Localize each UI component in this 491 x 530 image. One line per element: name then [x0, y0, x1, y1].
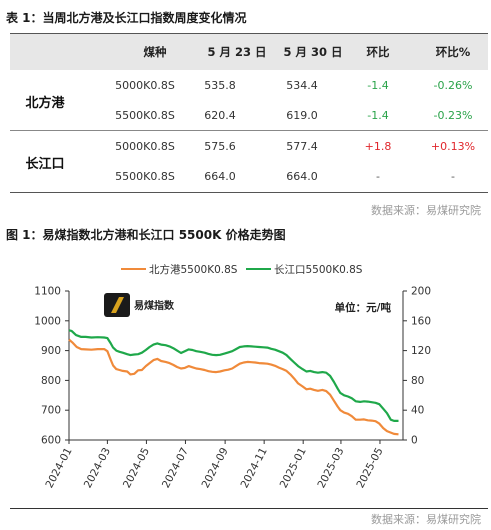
- table-top-rule: [10, 33, 488, 34]
- y2-tick-label: 160: [411, 315, 431, 327]
- x-tick-label: 2025-05: [354, 446, 385, 490]
- port-label: 北方港: [25, 96, 65, 111]
- change-pct-cell: -0.26%: [433, 79, 473, 92]
- y-tick-label: 600: [41, 435, 61, 447]
- header-grade: 煤种: [143, 45, 167, 59]
- change-pct-cell: -0.23%: [433, 109, 473, 122]
- x-axis-ticks: 2024-01 2024-03 2024-05 2024-07 2024-09 2024-…: [43, 440, 386, 490]
- port-label: 长江口: [25, 157, 65, 172]
- y-tick-label: 1000: [34, 315, 61, 327]
- header-change: 环比: [366, 45, 390, 59]
- x-tick-label: 2024-05: [121, 446, 152, 490]
- change-cell: -1.4: [367, 109, 389, 122]
- may30-cell: 534.4: [286, 79, 318, 92]
- header-change-pct: 环比%: [435, 45, 471, 59]
- table-group-divider: [10, 130, 488, 131]
- y-tick-label: 800: [41, 375, 61, 387]
- may23-cell: 620.4: [204, 109, 236, 122]
- table-caption: 表 1：当周北方港及长江口指数周度变化情况: [6, 11, 247, 25]
- y2-tick-label: 200: [411, 286, 431, 298]
- chart-bottom-rule: [10, 508, 488, 509]
- table-header-row: 煤种 5 月 23 日 5 月 30 日 环比 环比%: [10, 34, 488, 70]
- change-pct-cell: +0.13%: [430, 140, 476, 153]
- series-line-changjiang: [68, 329, 399, 422]
- price-trend-chart: 北方港5500K0.8S 长江口5500K0.8S 易煤指数 单位：元/吨 60…: [34, 263, 431, 490]
- y2-tick-label: 40: [411, 405, 424, 417]
- legend-label-changjiang: 长江口5500K0.8S: [274, 264, 363, 276]
- change-cell: +1.8: [364, 140, 392, 153]
- yimei-logo: 易煤指数: [104, 293, 175, 317]
- series-lines: [68, 329, 399, 436]
- chart-source: 数据来源：易煤研究院: [371, 513, 481, 526]
- y2-tick-label: 0: [411, 435, 418, 447]
- header-may30: 5 月 30 日: [283, 45, 343, 59]
- table-source: 数据来源：易煤研究院: [371, 204, 481, 217]
- y-tick-label: 1100: [34, 286, 61, 298]
- may30-cell: 619.0: [286, 109, 318, 122]
- x-tick-label: 2024-09: [200, 446, 231, 490]
- unit-label: 单位：元/吨: [335, 301, 392, 314]
- x-tick-label: 2024-01: [43, 446, 74, 490]
- grade-cell: 5000K0.8S: [115, 140, 175, 153]
- header-may23: 5 月 23 日: [207, 45, 267, 59]
- x-tick-label: 2024-11: [239, 446, 270, 490]
- chart-caption: 图 1：易煤指数北方港和长江口 5500K 价格走势图: [6, 228, 286, 242]
- may30-cell: 664.0: [286, 170, 318, 183]
- logo-text: 易煤指数: [134, 299, 175, 312]
- chart-legend: 北方港5500K0.8S 长江口5500K0.8S: [121, 263, 363, 276]
- legend-label-north: 北方港5500K0.8S: [149, 263, 238, 276]
- x-tick-label: 2024-07: [160, 446, 191, 490]
- y2-tick-label: 80: [411, 375, 424, 387]
- x-tick-label: 2025-03: [315, 446, 346, 490]
- grade-cell: 5500K0.8S: [115, 170, 175, 183]
- x-tick-label: 2025-01: [278, 446, 309, 490]
- y-axis-ticks: 600 700 800 900 1000 1100: [34, 286, 69, 447]
- may23-cell: 535.8: [204, 79, 236, 92]
- y2-axis-ticks: 0 40 80 120 160 200: [403, 286, 431, 447]
- change-cell: -: [376, 170, 380, 183]
- grade-cell: 5000K0.8S: [115, 79, 175, 92]
- change-cell: -1.4: [367, 79, 389, 92]
- may23-cell: 575.6: [204, 140, 236, 153]
- x-tick-label: 2024-03: [82, 446, 113, 490]
- table-bottom-rule: [10, 192, 488, 193]
- may23-cell: 664.0: [204, 170, 236, 183]
- logo-stroke-icon: [111, 297, 124, 313]
- series-line-north-port: [68, 338, 399, 436]
- y2-tick-label: 120: [411, 345, 431, 357]
- grade-cell: 5500K0.8S: [115, 109, 175, 122]
- change-pct-cell: -: [451, 170, 455, 183]
- y-tick-label: 900: [41, 345, 61, 357]
- may30-cell: 577.4: [286, 140, 318, 153]
- y-tick-label: 700: [41, 405, 61, 417]
